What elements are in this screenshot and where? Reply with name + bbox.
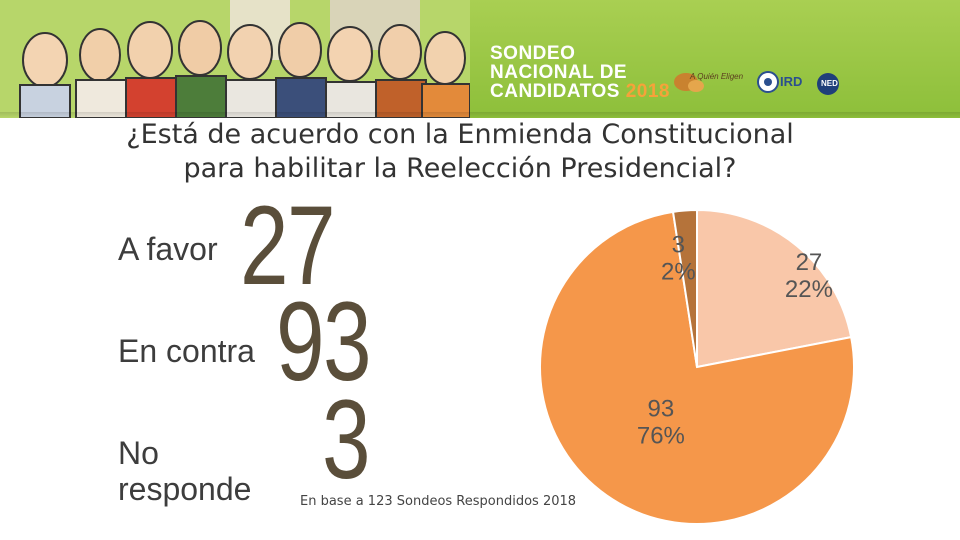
label-en-contra: En contra	[118, 333, 255, 369]
pie-slice-a-favor	[696, 208, 853, 369]
title-candidatos: CANDIDATOS	[490, 81, 620, 102]
pie-slice-en-contra	[539, 210, 855, 525]
value-no-responde: 3	[322, 377, 371, 502]
sponsor-ned: NED	[821, 79, 838, 88]
ned-logo-icon	[817, 73, 839, 95]
pie-label-a-favor-value: 27	[796, 249, 823, 276]
header-banner: SONDEO NACIONAL DE CANDIDATOS 2018 A Qui…	[0, 0, 960, 118]
title-line-2: NACIONAL DE	[490, 62, 628, 83]
survey-title: SONDEO NACIONAL DE CANDIDATOS 2018	[490, 44, 670, 101]
sponsor-aquieneligen: A Quién Eligen	[690, 72, 744, 81]
title-line-1: SONDEO	[490, 43, 576, 64]
title-line-3: CANDIDATOS 2018	[490, 82, 670, 101]
banner-shadow	[0, 112, 960, 118]
pie-slice-no-responde	[671, 208, 698, 368]
label-no-responde: No responde	[118, 435, 252, 507]
value-a-favor: 27	[240, 183, 336, 308]
aquieneligen-logo-icon	[674, 73, 704, 92]
sponsor-ird: IRD	[780, 74, 803, 89]
label-a-favor: A favor	[118, 231, 218, 267]
ird-logo-icon	[757, 71, 779, 93]
footnote: En base a 123 Sondeos Respondidos 2018	[300, 494, 577, 509]
pie-label-no-responde-percent: 2%	[661, 258, 696, 285]
title-year: 2018	[625, 81, 670, 102]
pie-label-a-favor-percent: 22%	[785, 276, 833, 303]
value-en-contra: 93	[276, 279, 372, 404]
candidates-cartoon-illustration	[0, 0, 470, 118]
pie-label-en-contra-value: 93	[648, 395, 675, 422]
pie-label-en-contra-percent: 76%	[637, 422, 685, 449]
question-title: ¿Está de acuerdo con la Enmienda Constit…	[126, 119, 794, 184]
pie-label-no-responde-value: 3	[672, 231, 685, 258]
